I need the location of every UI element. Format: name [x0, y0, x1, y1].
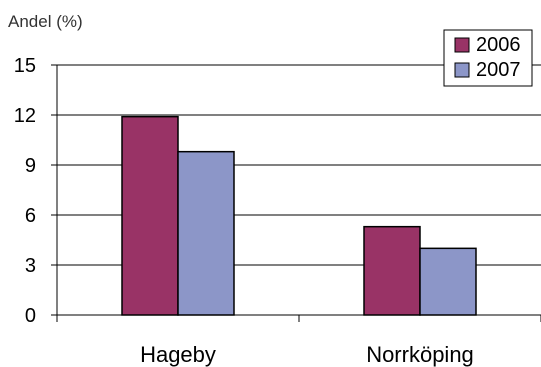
- y-axis-label: Andel (%): [8, 12, 83, 31]
- legend-swatch-2006: [454, 37, 470, 53]
- y-tick-label: 12: [14, 105, 36, 127]
- bar-2006-norrköping: [363, 225, 421, 316]
- bar-2006-hageby: [121, 115, 179, 316]
- x-tick-labels: Hageby Norrköping: [140, 342, 474, 367]
- x-tick-label: Hageby: [140, 342, 216, 367]
- legend-label-2006: 2006: [476, 34, 521, 56]
- y-tick-label: 6: [25, 205, 36, 227]
- y-tick-label: 9: [25, 155, 36, 177]
- bars: [121, 115, 477, 316]
- legend-swatch-2007: [454, 62, 470, 78]
- x-tick-label: Norrköping: [366, 342, 474, 367]
- y-tick-labels: 0 3 6 9 12 15: [14, 55, 57, 327]
- axes: [56, 65, 541, 322]
- bar-2007-hageby: [177, 150, 235, 316]
- legend-label-2007: 2007: [476, 59, 521, 81]
- y-tick-label: 15: [14, 55, 36, 77]
- y-tick-label: 3: [25, 255, 36, 277]
- bar-2007-norrköping: [419, 247, 477, 316]
- legend: 2006 2007: [443, 29, 533, 87]
- y-tick-label: 0: [25, 305, 36, 327]
